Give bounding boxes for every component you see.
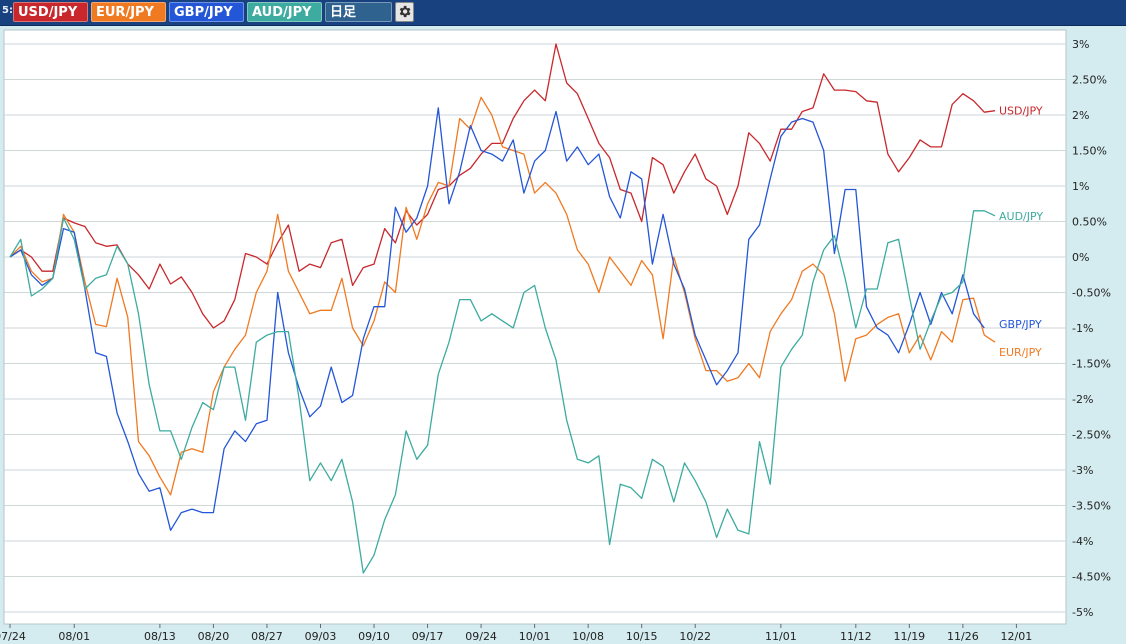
timeframe-daily-button[interactable]: 日足: [325, 2, 392, 22]
gbpjpy-series-label: GBP/JPY: [999, 318, 1042, 331]
gbpjpy-button[interactable]: GBP/JPY: [169, 2, 244, 22]
grid: [4, 43, 1066, 613]
y-tick-label: 3%: [1072, 38, 1089, 51]
x-tick-label: 11/26: [947, 630, 979, 643]
x-tick-label: 08/13: [144, 630, 176, 643]
x-tick-label: 07/24: [0, 630, 26, 643]
gbpjpy-line: [9, 107, 985, 531]
y-tick-label: -3%: [1072, 464, 1093, 477]
x-tick-label: 09/24: [465, 630, 497, 643]
y-tick-label: -2%: [1072, 393, 1093, 406]
series-group: [9, 43, 996, 574]
x-tick-label: 10/08: [572, 630, 604, 643]
eurjpy-button[interactable]: EUR/JPY: [91, 2, 166, 22]
y-tick-label: 2%: [1072, 109, 1089, 122]
eurjpy-line: [9, 96, 996, 496]
audjpy-button[interactable]: AUD/JPY: [247, 2, 322, 22]
y-axis: 3% 2.50% 2% 1.50% 1% 0.50% 0% -0.50% -1% -1.50% -2…: [1072, 38, 1111, 619]
usdjpy-series-label: USD/JPY: [999, 105, 1043, 118]
x-axis: 07/24 08/01 08/13 08/20 08/27 09/03 09/10 09/17…: [0, 624, 1032, 643]
series-labels: USD/JPY EUR/JPY GBP/JPY AUD/JPY: [999, 105, 1043, 359]
x-tick-label: 10/22: [679, 630, 711, 643]
usdjpy-line: [9, 43, 996, 329]
x-tick-label: 09/17: [412, 630, 444, 643]
y-tick-label: -5%: [1072, 606, 1093, 619]
y-tick-label: -2.50%: [1072, 429, 1111, 442]
y-tick-label: 0%: [1072, 251, 1089, 264]
x-tick-label: 11/12: [840, 630, 872, 643]
y-tick-label: -4.50%: [1072, 571, 1111, 584]
x-tick-label: 09/10: [358, 630, 390, 643]
y-tick-label: 0.50%: [1072, 216, 1107, 229]
audjpy-line: [9, 210, 996, 574]
x-tick-label: 08/27: [251, 630, 283, 643]
y-tick-label: -1%: [1072, 322, 1093, 335]
settings-button[interactable]: [395, 2, 414, 22]
x-tick-label: 12/01: [1001, 630, 1033, 643]
y-tick-label: 1.50%: [1072, 145, 1107, 158]
x-tick-label: 10/01: [519, 630, 551, 643]
x-tick-label: 08/01: [58, 630, 90, 643]
usdjpy-button[interactable]: USD/JPY: [13, 2, 88, 22]
x-tick-label: 10/15: [626, 630, 658, 643]
x-tick-label: 09/03: [305, 630, 337, 643]
panel-number: 5:: [2, 5, 13, 16]
x-tick-label: 11/01: [765, 630, 797, 643]
y-tick-label: 1%: [1072, 180, 1089, 193]
y-tick-label: -4%: [1072, 535, 1093, 548]
eurjpy-series-label: EUR/JPY: [999, 346, 1042, 359]
y-tick-label: -0.50%: [1072, 287, 1111, 300]
x-tick-label: 11/19: [893, 630, 925, 643]
plot-background: [3, 29, 1067, 625]
chart: 3% 2.50% 2% 1.50% 1% 0.50% 0% -0.50% -1% -1.50% -2…: [0, 29, 1111, 643]
x-tick-label: 08/20: [198, 630, 230, 643]
y-tick-label: -3.50%: [1072, 500, 1111, 513]
y-tick-label: 2.50%: [1072, 74, 1107, 87]
y-tick-label: -1.50%: [1072, 358, 1111, 371]
toolbar: 5: USD/JPY EUR/JPY GBP/JPY AUD/JPY 日足: [0, 0, 1126, 26]
gear-icon: [399, 5, 411, 18]
audjpy-series-label: AUD/JPY: [999, 210, 1043, 223]
